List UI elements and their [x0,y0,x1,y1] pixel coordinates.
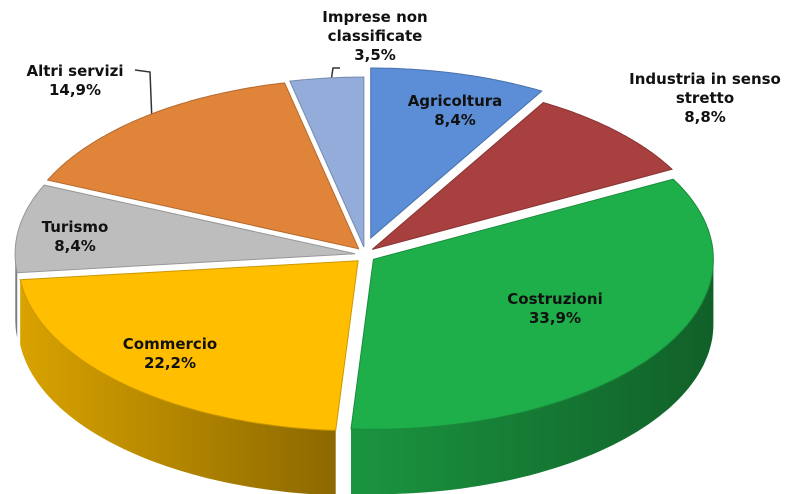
slice-label: Costruzioni 33,9% [475,290,635,328]
value-label: 33,9% [528,309,582,327]
slice-label: Agricoltura 8,4% [390,92,520,130]
category-label: Commercio [122,335,218,353]
slice [14,184,356,274]
value-label: 8,8% [684,108,726,126]
slice-label: Commercio 22,2% [90,335,250,373]
slice [350,178,714,430]
slice-side [20,279,336,494]
value-label: 22,2% [143,354,197,372]
value-label: 8,4% [434,111,476,129]
slice-label: Altri servizi 14,9% [5,62,145,100]
value-label: 14,9% [48,81,102,99]
slice-label: Turismo 8,4% [15,218,135,256]
slice [371,101,674,250]
slice [370,67,543,240]
category-label: Altri servizi [26,62,124,80]
category-label: Agricoltura [407,92,503,110]
value-label: 3,5% [354,46,396,64]
slice-side [15,253,18,338]
slice [289,76,365,248]
slice-label: Imprese non classificate 3,5% [295,8,455,65]
leader-line [134,69,153,123]
value-label: 8,4% [54,237,96,255]
category-label: Turismo [41,218,109,236]
slice [46,82,360,250]
category-label: Imprese non classificate [322,8,428,45]
category-label: Costruzioni [507,290,603,308]
slice [19,260,359,431]
category-label: Industria in senso stretto [629,70,781,107]
slice-label: Industria in senso stretto 8,8% [615,70,795,127]
slice-side [351,259,714,494]
